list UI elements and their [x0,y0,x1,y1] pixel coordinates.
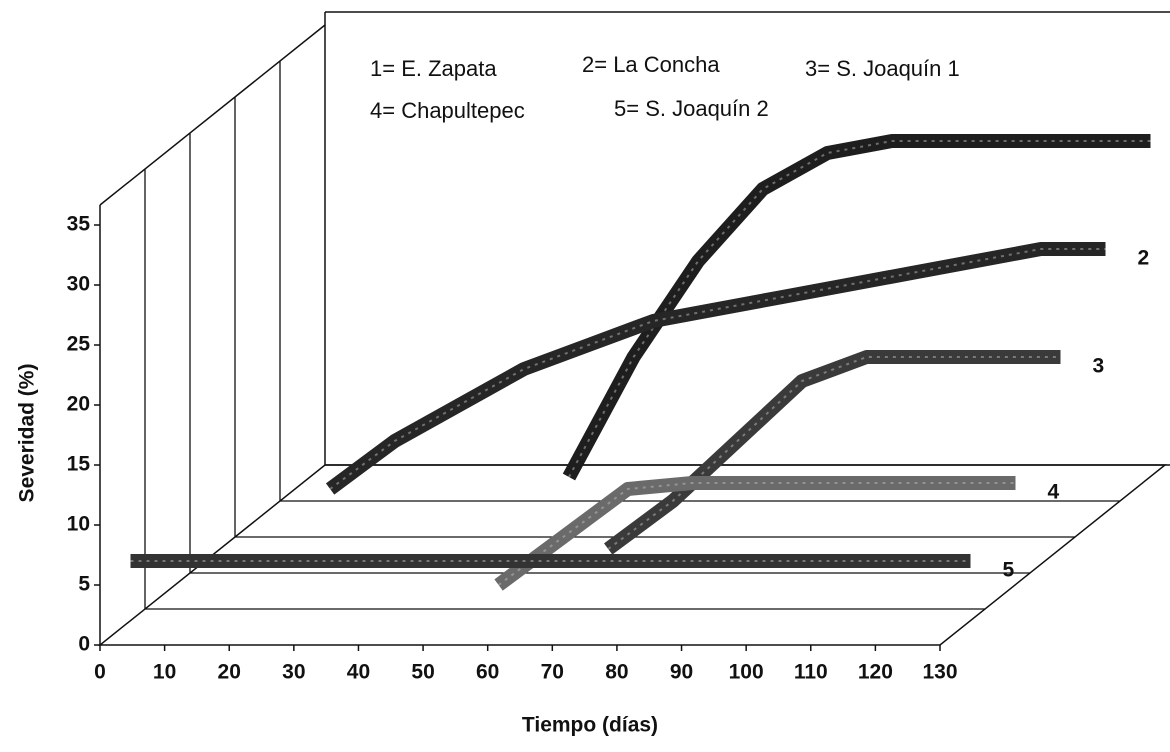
legend-entry: 4= Chapultepec [370,98,525,123]
ribbon [604,350,1061,555]
x-tick-label: 90 [670,661,693,684]
x-tick-label: 0 [94,661,106,684]
x-tick-label: 30 [282,661,305,684]
y-tick-label: 15 [67,453,91,476]
x-tick-label: 50 [411,661,434,684]
series-label: 4 [1048,481,1060,504]
ribbon [494,476,1016,591]
x-tick-label: 80 [605,661,628,684]
series-label: 3 [1093,355,1105,378]
ribbon-texture [329,248,1106,490]
x-axis-title: Tiempo (días) [522,714,658,737]
legend-entry: 3= S. Joaquín 1 [805,56,960,81]
x-tick-label: 40 [347,661,370,684]
y-axis-title: Severidad (%) [16,364,39,503]
series-label: 2 [1138,247,1150,270]
ribbon-texture [568,140,1151,478]
legend-entry: 2= La Concha [582,52,720,77]
legend-entry: 5= S. Joaquín 2 [614,96,769,121]
legend-entry: 1= E. Zapata [370,56,497,81]
left-wall-top [99,24,326,206]
y-tick-label: 25 [67,333,91,356]
x-tick-label: 100 [729,661,764,684]
x-tick-label: 70 [541,661,564,684]
y-tick-label: 20 [67,393,90,416]
ribbon [562,134,1151,481]
y-tick-label: 10 [67,513,90,536]
series-label: 5 [1003,559,1015,582]
x-tick-label: 110 [794,661,828,684]
y-tick-label: 0 [78,633,90,656]
x-tick-label: 130 [922,661,957,684]
x-tick-label: 10 [153,661,176,684]
y-tick-label: 5 [78,573,90,596]
ribbon-texture [497,482,1016,586]
frame [97,11,1170,646]
x-tick-label: 20 [218,661,241,684]
y-tick-label: 35 [67,213,91,236]
x-tick-label: 120 [858,661,893,684]
x-tick-label: 60 [476,661,499,684]
y-tick-label: 30 [67,273,90,296]
ribbon-texture [607,356,1061,550]
floor [97,464,1168,646]
